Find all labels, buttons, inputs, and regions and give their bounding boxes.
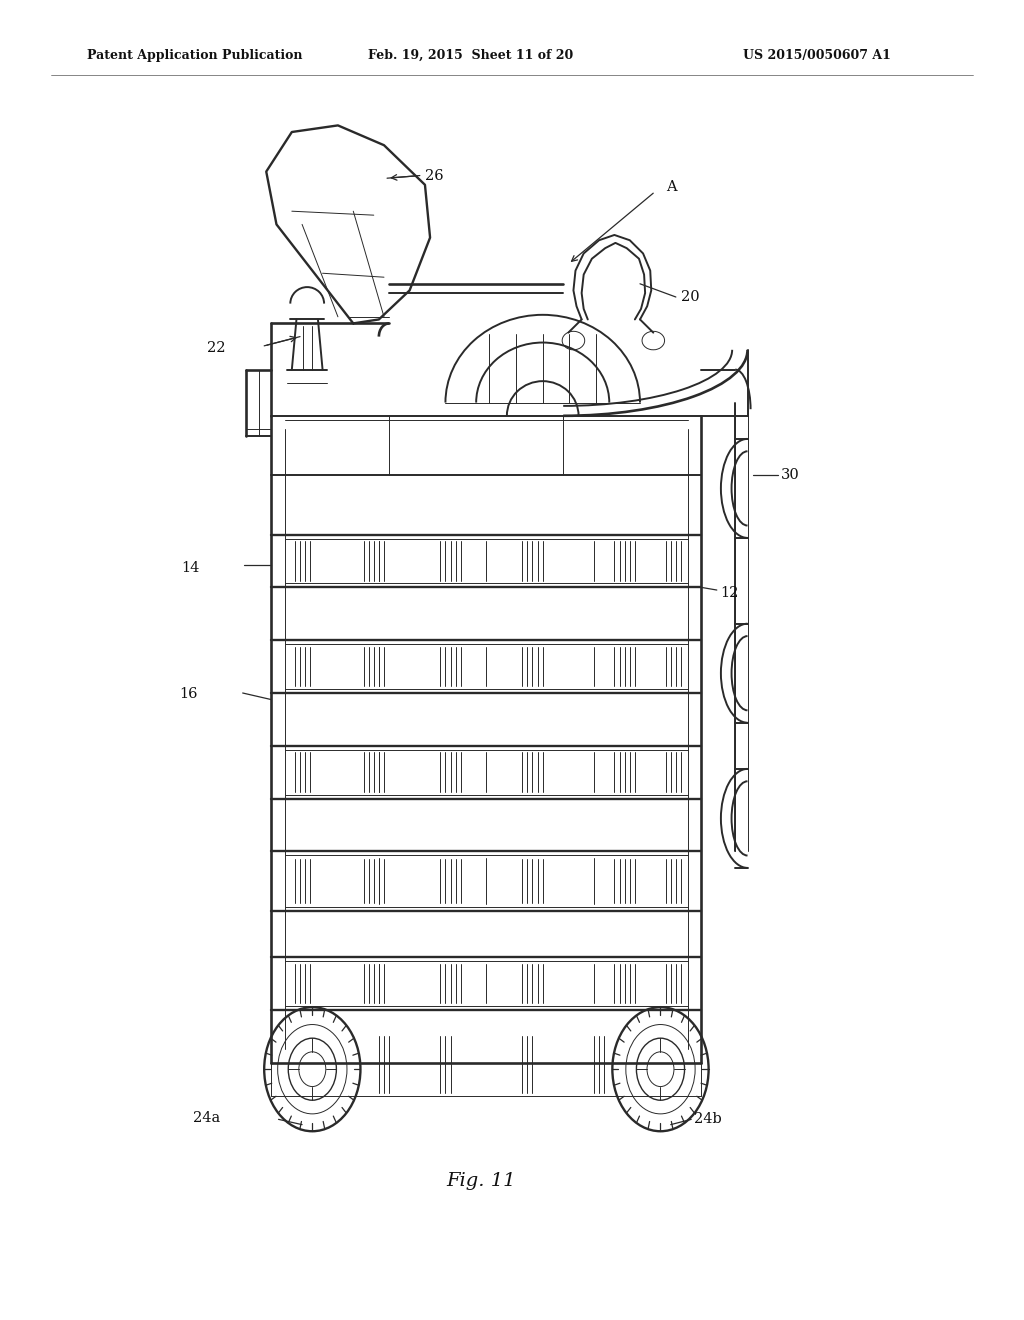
Text: Patent Application Publication: Patent Application Publication <box>87 49 302 62</box>
Text: 12: 12 <box>720 586 738 599</box>
Text: 22: 22 <box>207 342 225 355</box>
Text: Fig. 11: Fig. 11 <box>446 1172 516 1191</box>
Text: A: A <box>666 181 676 194</box>
Text: 26: 26 <box>425 169 443 182</box>
Text: 24a: 24a <box>193 1111 220 1125</box>
Text: US 2015/0050607 A1: US 2015/0050607 A1 <box>743 49 891 62</box>
Text: 24b: 24b <box>694 1113 722 1126</box>
Text: 14: 14 <box>181 561 200 574</box>
Text: 30: 30 <box>781 469 800 482</box>
Text: 20: 20 <box>681 290 699 304</box>
Text: 16: 16 <box>179 688 198 701</box>
Text: Feb. 19, 2015  Sheet 11 of 20: Feb. 19, 2015 Sheet 11 of 20 <box>369 49 573 62</box>
